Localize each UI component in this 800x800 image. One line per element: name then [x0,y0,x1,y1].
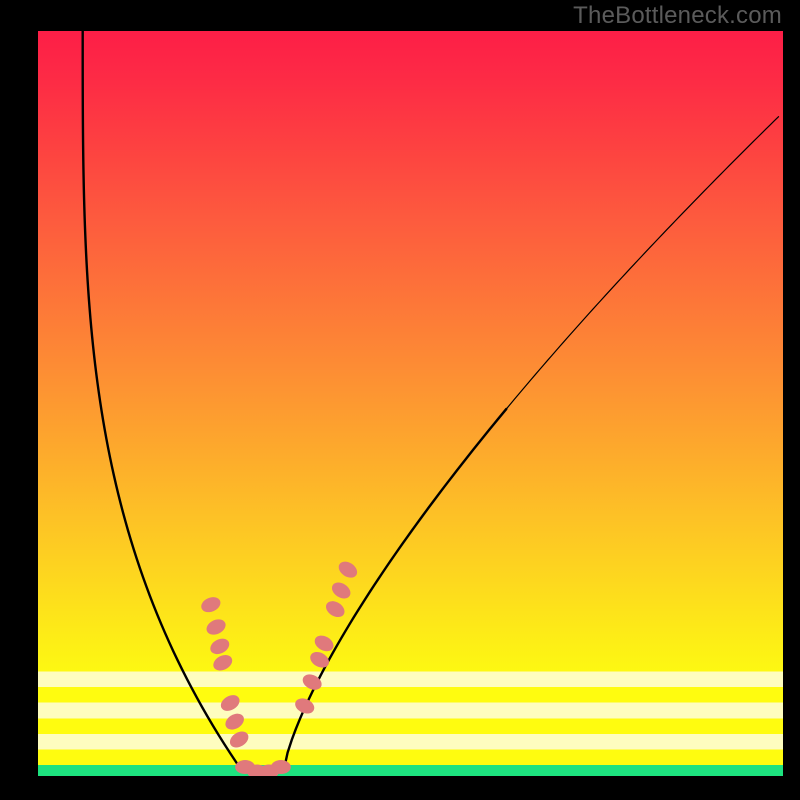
plot-area [38,31,783,776]
chart-container: TheBottleneck.com [0,0,800,800]
watermark-text: TheBottleneck.com [573,2,782,30]
